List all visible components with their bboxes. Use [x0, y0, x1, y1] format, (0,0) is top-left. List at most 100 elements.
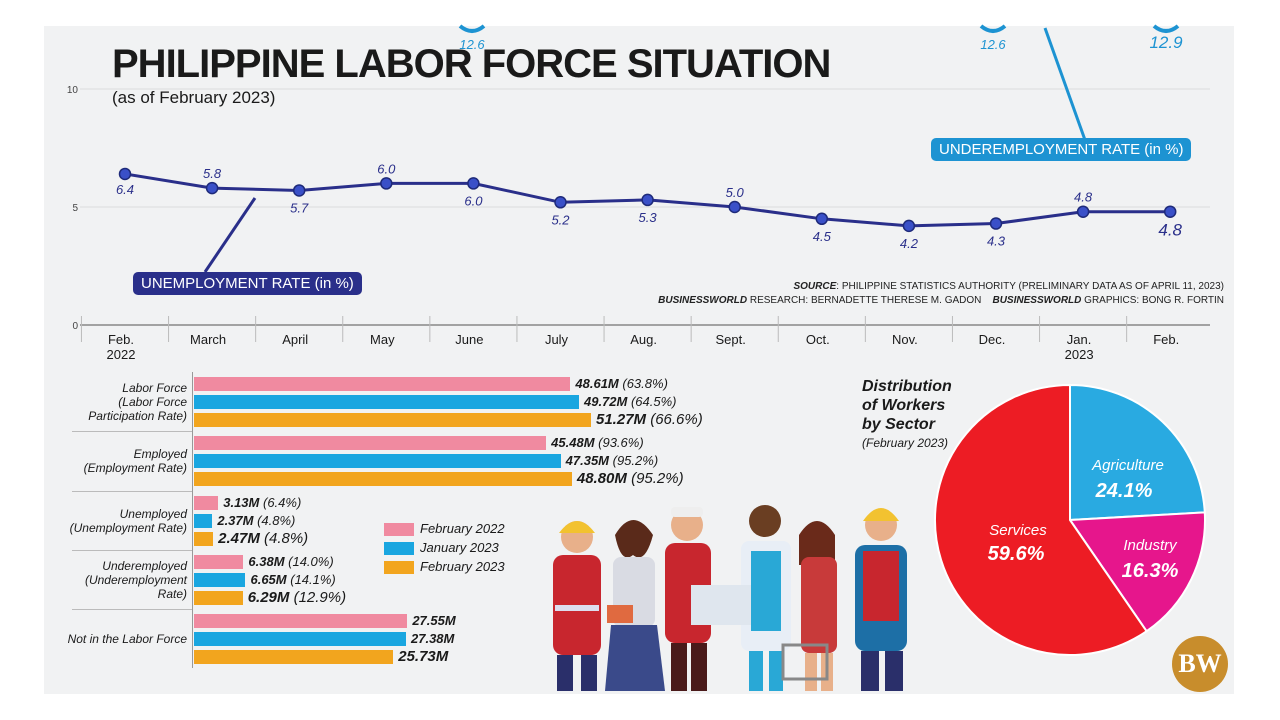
bar [194, 395, 579, 409]
bar [194, 496, 219, 510]
x-tick-label: Sept. [716, 332, 746, 347]
unemployment-data-label: 4.8 [1074, 190, 1093, 205]
bar-percent: (14.0%) [284, 554, 334, 569]
bar [194, 514, 213, 528]
underemployment-pointer [1043, 27, 1087, 141]
x-tick-label: Feb. [1153, 332, 1179, 347]
bar-percent: (95.2%) [626, 470, 684, 487]
bar-value: 6.29M [247, 589, 290, 606]
bar-data-label: 48.80M (95.2%) [577, 470, 684, 487]
bar-category-label: Underemployed (Underemployment Rate) [84, 559, 187, 601]
underemployment-data-label: 12.6 [980, 37, 1006, 52]
x-tick-label: Aug. [630, 332, 657, 347]
unemployment-point [641, 193, 654, 207]
bar-group-separator [72, 431, 192, 432]
underemployment-data-label: 12.6 [459, 37, 485, 52]
bar [194, 413, 591, 427]
unemployment-point [1163, 205, 1177, 218]
bar-percent: (4.8%) [259, 530, 309, 547]
legend-feb-2022: February 2022 [384, 521, 505, 537]
x-tick-label: May [370, 332, 395, 347]
bar-group-separator [72, 609, 192, 610]
bar-value: 45.48M [551, 435, 595, 450]
bar [194, 650, 394, 664]
bar [194, 632, 406, 646]
bar-percent: (64.5%) [627, 394, 677, 409]
credits-line: BUSINESSWORLD RESEARCH: BERNADETTE THERE… [658, 295, 1224, 306]
bar-data-label: 27.38M [411, 632, 454, 646]
unemployment-rate-label: UNEMPLOYMENT RATE (in %) [133, 272, 362, 295]
bar [194, 436, 547, 450]
underemployment-rate-label: UNDEREMPLOYMENT RATE (in %) [931, 138, 1192, 161]
legend-label: January 2023 [420, 540, 499, 555]
underemployment-data-label: 12.9 [1149, 33, 1183, 52]
unemployment-pointer [203, 197, 257, 273]
unemployment-data-label: 4.8 [1158, 221, 1182, 240]
x-tick-label: Feb. [108, 332, 134, 347]
bar-data-label: 6.65M (14.1%) [250, 573, 335, 587]
bar [194, 591, 243, 605]
bar-value: 49.72M [583, 394, 628, 409]
bar-data-label: 2.47M (4.8%) [218, 530, 309, 547]
unemployment-data-label: 4.2 [900, 236, 919, 251]
pie-slice-agriculture [1069, 383, 1206, 522]
bar-value: 6.65M [250, 572, 287, 587]
pie-slice-name: Agriculture [1091, 457, 1164, 474]
x-tick-label: April [282, 332, 308, 347]
bar-data-label: 48.61M (63.8%) [575, 377, 668, 391]
y-tick-label: 5 [72, 203, 78, 214]
bar-value: 2.47M [218, 530, 260, 547]
x-tick-year: 2022 [107, 347, 136, 362]
bar-data-label: 2.37M (4.8%) [217, 514, 295, 528]
bar-data-label: 25.73M [398, 649, 448, 664]
x-tick-label: July [545, 332, 569, 347]
pie-slice-name: Industry [1123, 537, 1178, 554]
legend-feb-2023: February 2023 [384, 559, 505, 575]
research-text: RESEARCH: BERNADETTE THERESE M. GADON [747, 295, 982, 306]
worker-4 [691, 505, 791, 691]
unemployment-data-label: 5.8 [203, 166, 222, 181]
bar-value: 6.38M [248, 554, 285, 569]
source-line: SOURCE: PHILIPPINE STATISTICS AUTHORITY … [793, 281, 1224, 292]
x-tick-label: Nov. [892, 332, 918, 347]
legend-swatch-feb-2022 [384, 523, 414, 537]
bar [194, 555, 244, 569]
unemployment-point [989, 217, 1003, 230]
bar-data-label: 6.38M (14.0%) [248, 555, 333, 569]
bar-percent: (6.4%) [259, 495, 302, 510]
bar-value: 47.35M [565, 453, 610, 468]
x-tick-label: Jan. [1067, 332, 1092, 347]
x-tick-year: 2023 [1065, 347, 1094, 362]
bar-value: 48.61M [575, 376, 619, 391]
worker-6 [855, 508, 907, 691]
bar-percent: (14.1%) [286, 572, 336, 587]
x-tick-label: June [455, 332, 483, 347]
page-title: PHILIPPINE LABOR FORCE SITUATION [112, 42, 831, 86]
legend-label: February 2022 [420, 521, 505, 536]
pie-slice-name: Services [989, 522, 1047, 539]
bar-group-separator [72, 550, 192, 551]
legend-label: February 2023 [420, 559, 505, 574]
unemployment-point [467, 177, 480, 190]
bar [194, 532, 214, 546]
bar-data-label: 47.35M (95.2%) [566, 454, 659, 468]
workers-illustration [553, 505, 907, 691]
unemployment-data-label: 5.3 [639, 210, 658, 225]
bar-percent: (66.6%) [646, 411, 703, 428]
bar [194, 573, 246, 587]
bar-percent: (4.8%) [253, 513, 296, 528]
unemployment-point [205, 181, 219, 195]
bar-value: 27.38M [411, 631, 455, 646]
underemployment-line-fragment [1152, 24, 1180, 33]
unemployment-point [728, 200, 741, 214]
bar-value: 3.13M [223, 495, 260, 510]
bar-category-label: Labor Force (Labor Force Participation Rat… [88, 381, 187, 423]
bar-percent: (93.6%) [594, 435, 644, 450]
bar-data-label: 6.29M (12.9%) [247, 589, 346, 606]
unemployment-point [1076, 205, 1090, 218]
x-tick-label: March [190, 332, 226, 347]
bar-data-label: 45.48M (93.6%) [551, 436, 644, 450]
bar-data-label: 51.27M (66.6%) [596, 411, 703, 428]
